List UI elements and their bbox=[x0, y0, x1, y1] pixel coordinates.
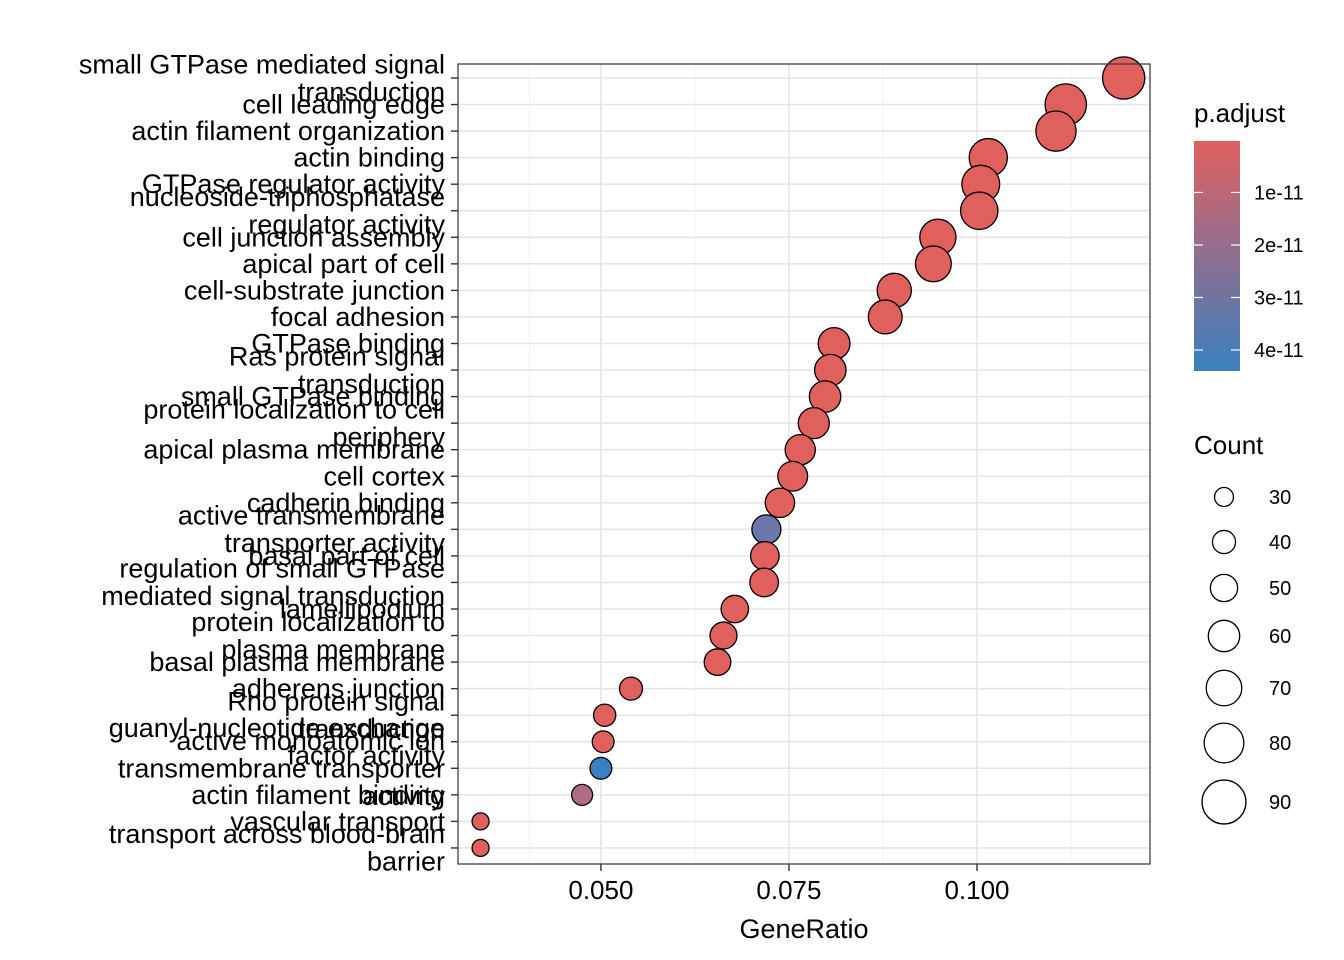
color-legend-title: p.adjust bbox=[1194, 98, 1286, 128]
y-tick-label: nucleoside-triphosphatase bbox=[130, 182, 445, 212]
data-point bbox=[751, 514, 782, 545]
x-tick-label: 0.100 bbox=[944, 875, 1009, 905]
y-tick-label: transport across blood-brain bbox=[109, 819, 445, 849]
data-point bbox=[618, 676, 644, 701]
size-legend: Count 30 40 50 60 70 80 90 bbox=[1194, 430, 1291, 825]
data-point bbox=[867, 299, 903, 335]
size-legend-circle bbox=[1203, 722, 1245, 764]
y-tick-label: transporter activity bbox=[224, 528, 445, 558]
y-tick-label: GTPase regulator activity bbox=[142, 169, 446, 199]
color-legend-label: 2e-11 bbox=[1254, 235, 1304, 257]
y-tick-label: transmembrane transporter bbox=[118, 753, 445, 783]
y-tick-label: adherens junction bbox=[232, 674, 445, 704]
y-tick-label: regulator activity bbox=[248, 210, 445, 240]
data-point bbox=[471, 838, 490, 858]
y-tick-label: transduction bbox=[298, 77, 445, 107]
y-tick-label: basal part of cell bbox=[248, 541, 445, 571]
y-tick-label: focal adhesion bbox=[271, 302, 445, 332]
y-tick-label: apical part of cell bbox=[242, 249, 445, 279]
y-tick-label: protein localization to cell bbox=[143, 394, 445, 424]
size-legend-title: Count bbox=[1194, 430, 1264, 460]
y-tick-label: activity bbox=[362, 781, 445, 811]
color-legend-label: 4e-11 bbox=[1254, 340, 1304, 362]
y-tick-label: GTPase binding bbox=[251, 329, 445, 359]
data-point bbox=[709, 621, 738, 650]
y-tick-label: factor activity bbox=[287, 741, 445, 771]
y-tick-label: Rho protein signal bbox=[227, 686, 445, 716]
y-tick-label: actin filament binding bbox=[191, 780, 445, 810]
y-tick-label: lamellipodium bbox=[280, 594, 445, 624]
y-tick-label: active monoatomic ion bbox=[176, 726, 445, 756]
y-tick-label: apical plasma membrane bbox=[143, 435, 445, 465]
size-legend-circle bbox=[1213, 486, 1235, 508]
size-legend-label: 30 bbox=[1269, 487, 1291, 509]
y-tick-label: cadherin binding bbox=[247, 488, 445, 518]
size-legend-circle bbox=[1209, 573, 1239, 603]
y-tick-label: cell junction assembly bbox=[182, 222, 445, 252]
data-point bbox=[591, 730, 615, 754]
data-point bbox=[777, 460, 809, 492]
size-legend-label: 60 bbox=[1269, 626, 1291, 648]
color-legend-bar bbox=[1194, 141, 1240, 371]
x-axis: 0.050 0.075 0.100 bbox=[568, 864, 1010, 905]
data-points bbox=[471, 56, 1146, 858]
data-point bbox=[959, 191, 999, 231]
data-point bbox=[749, 567, 780, 598]
y-tick-label: mediated signal transduction bbox=[101, 581, 445, 611]
size-legend-label: 70 bbox=[1269, 678, 1291, 700]
y-tick-label: actin binding bbox=[293, 143, 445, 173]
data-point bbox=[471, 812, 490, 831]
size-legend-circle bbox=[1211, 529, 1237, 555]
data-point bbox=[592, 703, 617, 727]
plot-border bbox=[457, 63, 1151, 865]
data-point bbox=[1035, 110, 1077, 152]
y-tick-label: plasma membrane bbox=[221, 634, 445, 664]
y-tick-label: basal plasma membrane bbox=[149, 647, 445, 677]
data-point bbox=[914, 245, 952, 283]
size-legend-label: 90 bbox=[1269, 792, 1291, 814]
x-tick-label: 0.075 bbox=[756, 875, 821, 905]
y-tick-label: actin filament organization bbox=[131, 116, 445, 146]
y-tick-label: vascular transport bbox=[230, 806, 445, 836]
y-tick-label: regulation of small GTPase bbox=[119, 554, 445, 584]
data-point bbox=[784, 433, 816, 466]
color-legend: p.adjust 1e-11 2e-11 3e-11 4e-11 bbox=[1194, 98, 1304, 371]
data-point bbox=[1101, 56, 1146, 100]
data-point bbox=[797, 406, 830, 440]
color-legend-label: 1e-11 bbox=[1254, 182, 1304, 204]
y-tick-label: small GTPase mediated signal bbox=[79, 49, 445, 79]
size-legend-circle bbox=[1207, 619, 1241, 653]
y-tick-label: cell-substrate junction bbox=[184, 275, 445, 305]
data-point bbox=[720, 594, 750, 624]
y-axis: small GTPase mediated signaltransduction… bbox=[79, 49, 458, 877]
color-legend-label: 3e-11 bbox=[1254, 287, 1304, 309]
y-tick-label: active transmembrane bbox=[178, 501, 445, 531]
y-tick-label: periphery bbox=[332, 422, 445, 452]
data-point bbox=[703, 648, 732, 677]
size-legend-label: 80 bbox=[1269, 733, 1291, 755]
y-tick-label: barrier bbox=[367, 847, 445, 877]
y-tick-label: small GTPase binding bbox=[181, 382, 445, 412]
data-point bbox=[813, 353, 847, 387]
y-tick-label: Ras protein signal bbox=[229, 341, 445, 371]
x-tick-label: 0.050 bbox=[568, 875, 633, 905]
data-point bbox=[589, 756, 613, 780]
data-point bbox=[570, 783, 594, 806]
y-tick-label: guanyl-nucleotide exchange bbox=[109, 713, 445, 743]
size-legend-circle bbox=[1205, 669, 1243, 707]
y-tick-label: transduction bbox=[298, 714, 445, 744]
size-legend-label: 40 bbox=[1269, 532, 1291, 554]
size-legend-label: 50 bbox=[1269, 578, 1291, 600]
y-tick-label: protein localization to bbox=[191, 607, 445, 637]
y-tick-label: cell cortex bbox=[323, 461, 445, 491]
data-point bbox=[749, 540, 780, 571]
size-legend-circle bbox=[1201, 779, 1247, 825]
x-axis-title: GeneRatio bbox=[739, 914, 868, 944]
data-point bbox=[764, 487, 796, 519]
y-tick-label: transduction bbox=[298, 369, 445, 399]
y-tick-label: cell leading edge bbox=[242, 90, 445, 120]
